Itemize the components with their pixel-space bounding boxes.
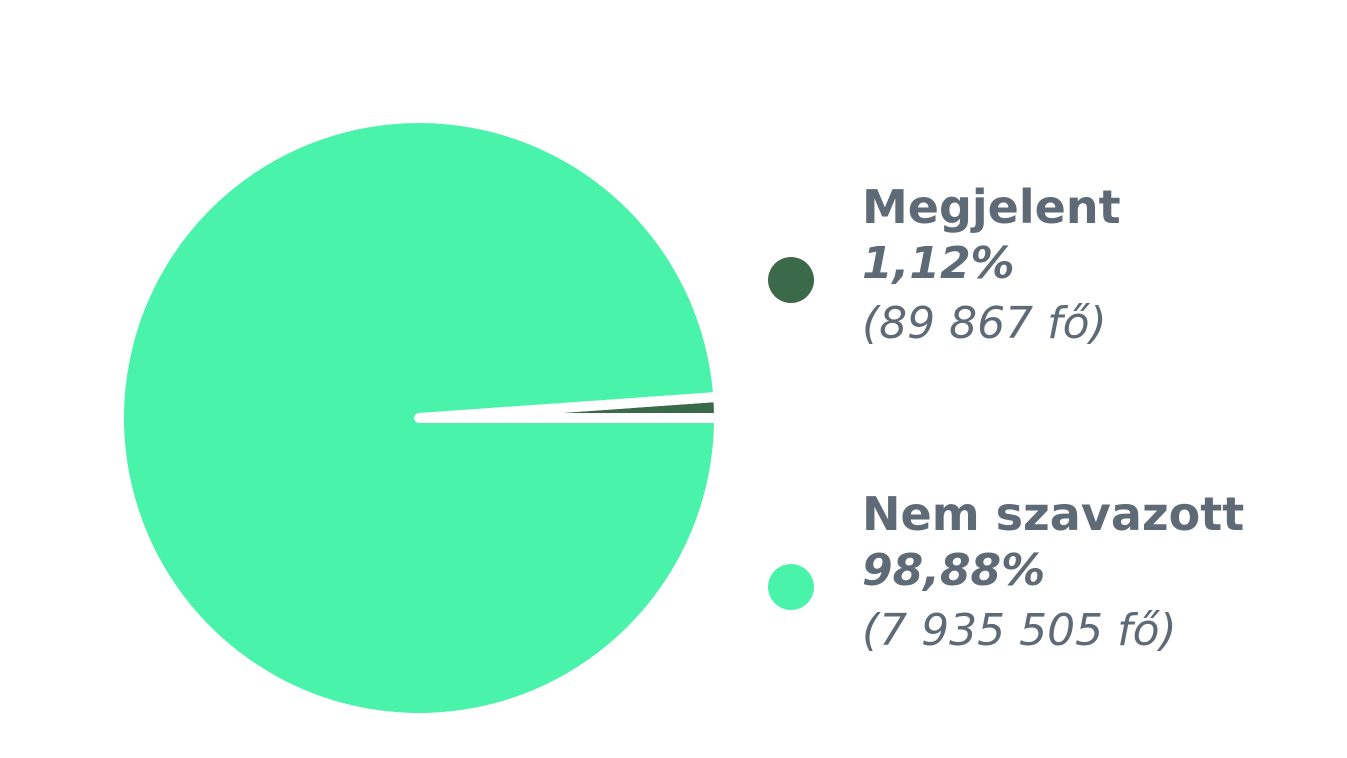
legend-count: (7 935 505 fő) — [862, 605, 1177, 656]
legend-label: Nem szavazott — [862, 487, 1245, 541]
legend-label: Megjelent — [862, 180, 1121, 234]
legend-percent: 98,88% — [862, 545, 1046, 596]
pie-chart — [114, 113, 724, 723]
legend-count: (89 867 fő) — [862, 298, 1107, 349]
legend-swatch — [768, 564, 814, 610]
legend-percent: 1,12% — [862, 238, 1015, 289]
pie-slice-1 — [114, 113, 724, 723]
legend-swatch — [768, 257, 814, 303]
